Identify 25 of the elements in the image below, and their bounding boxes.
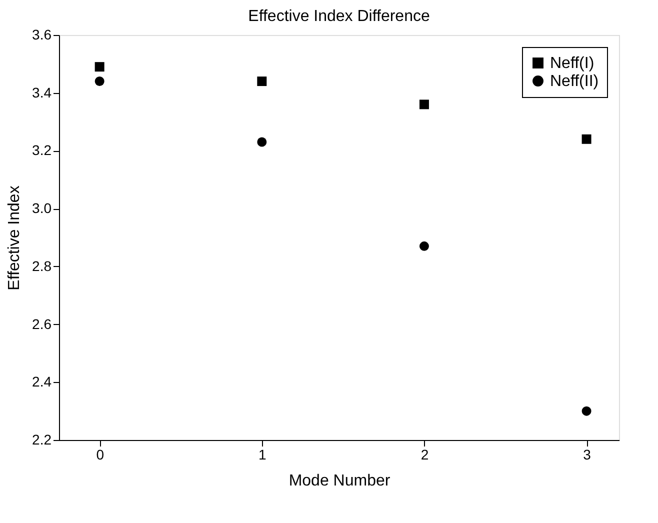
point — [94, 76, 104, 86]
x-tick-label: 2 — [420, 446, 429, 462]
x-tick-label: 1 — [258, 446, 266, 462]
point — [257, 137, 267, 147]
y-tick-label: 2.2 — [32, 432, 52, 448]
point — [419, 241, 429, 251]
point — [582, 134, 592, 144]
point — [94, 62, 104, 72]
y-tick-label: 3.2 — [32, 142, 52, 158]
x-tick-label: 3 — [583, 446, 592, 462]
y-tick-label: 3.0 — [32, 200, 52, 216]
y-tick-label: 2.8 — [32, 258, 52, 274]
point — [419, 100, 429, 110]
y-tick-label: 2.6 — [32, 316, 52, 332]
chart-title: Effective Index Difference — [248, 8, 430, 25]
y-axis-title: Effective Index — [6, 186, 24, 290]
legend-label: Neff(I) — [550, 55, 594, 72]
x-tick-label: 0 — [96, 446, 104, 462]
legend-label: Neff(II) — [550, 73, 599, 90]
point — [257, 76, 267, 86]
y-tick-label: 3.6 — [32, 26, 52, 42]
x-axis-title: Mode Number — [288, 472, 391, 490]
y-tick-label: 2.4 — [32, 374, 52, 390]
point — [582, 406, 592, 416]
y-tick-label: 3.4 — [32, 84, 52, 100]
